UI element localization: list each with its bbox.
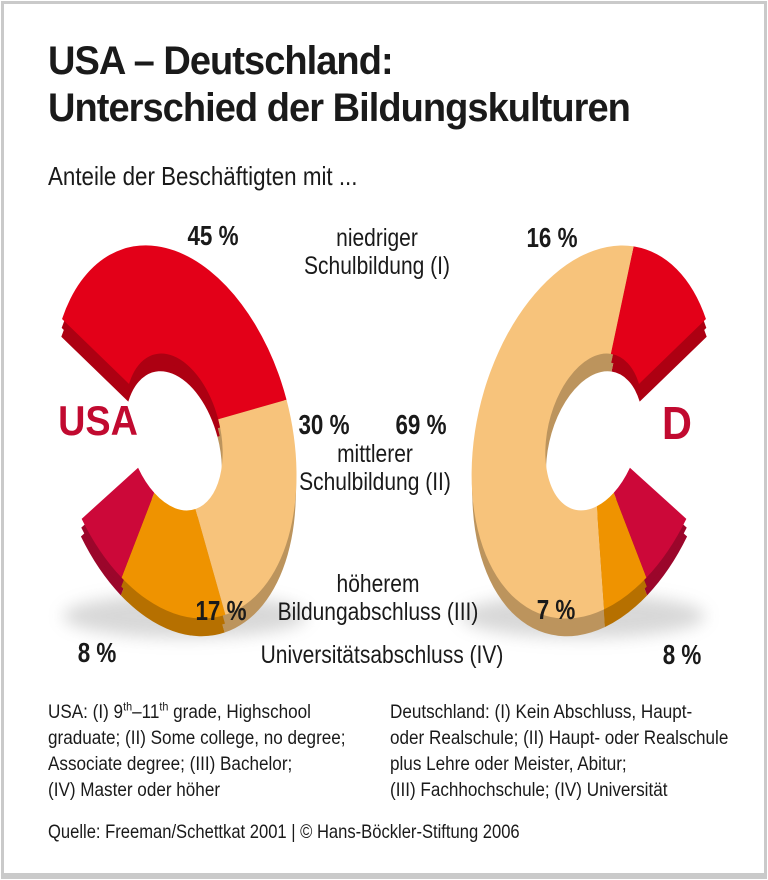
footnote-usa-line2: graduate; (II) Some college, no degree; <box>48 728 346 749</box>
footnote-germany-line1: Deutschland: (I) Kein Abschluss, Haupt- <box>390 702 693 723</box>
footnote-germany-line2: oder Realschule; (II) Haupt- oder Realsc… <box>390 728 729 749</box>
source-line: Quelle: Freeman/Schettkat 2001 | © Hans-… <box>48 821 520 843</box>
series-label-usa: USA <box>58 397 138 444</box>
usa-value-II: 30 % <box>298 409 350 440</box>
page-title: USA – Deutschland: Unterschied der Bildu… <box>48 38 631 132</box>
footnote-usa-line1: USA: (I) 9th–11th grade, Highschool <box>48 699 311 723</box>
footnote-usa-line3: Associate degree; (III) Bachelor; <box>48 754 293 775</box>
d-value-III: 7 % <box>536 594 576 625</box>
footnote-usa-line4: (IV) Master oder höher <box>48 780 221 801</box>
chart-subtitle: Anteile der Beschäftigten mit ... <box>48 161 358 191</box>
footnote-germany: Deutschland: (I) Kein Abschluss, Haupt- … <box>390 700 728 804</box>
footnote-germany-line3: plus Lehre oder Meister, Abitur; <box>390 754 627 775</box>
d-value-I: 16 % <box>526 222 578 253</box>
d-value-II: 69 % <box>395 409 447 440</box>
category-label-IV: Universitätsabschluss (IV) <box>260 641 504 669</box>
usa-value-III: 17 % <box>195 595 247 626</box>
series-label-germany: D <box>662 397 692 449</box>
d-value-IV: 8 % <box>662 639 702 670</box>
page-title-line1: USA – Deutschland: <box>48 39 394 83</box>
category-label-I: niedriger Schulbildung (I) <box>304 224 450 280</box>
donut-germany <box>461 245 707 638</box>
donut-charts <box>61 245 707 638</box>
usa-value-I: 45 % <box>187 220 239 251</box>
page-title-line2: Unterschied der Bildungskulturen <box>48 86 631 130</box>
donut-usa <box>61 245 307 638</box>
usa-value-IV: 8 % <box>77 637 117 668</box>
footnote-usa: USA: (I) 9th–11th grade, Highschool grad… <box>48 700 346 804</box>
footnote-germany-line4: (III) Fachhochschule; (IV) Universität <box>390 780 668 801</box>
category-label-III: höherem Bildungabschluss (III) <box>277 570 479 626</box>
category-label-II: mittlerer Schulbildung (II) <box>299 440 451 496</box>
